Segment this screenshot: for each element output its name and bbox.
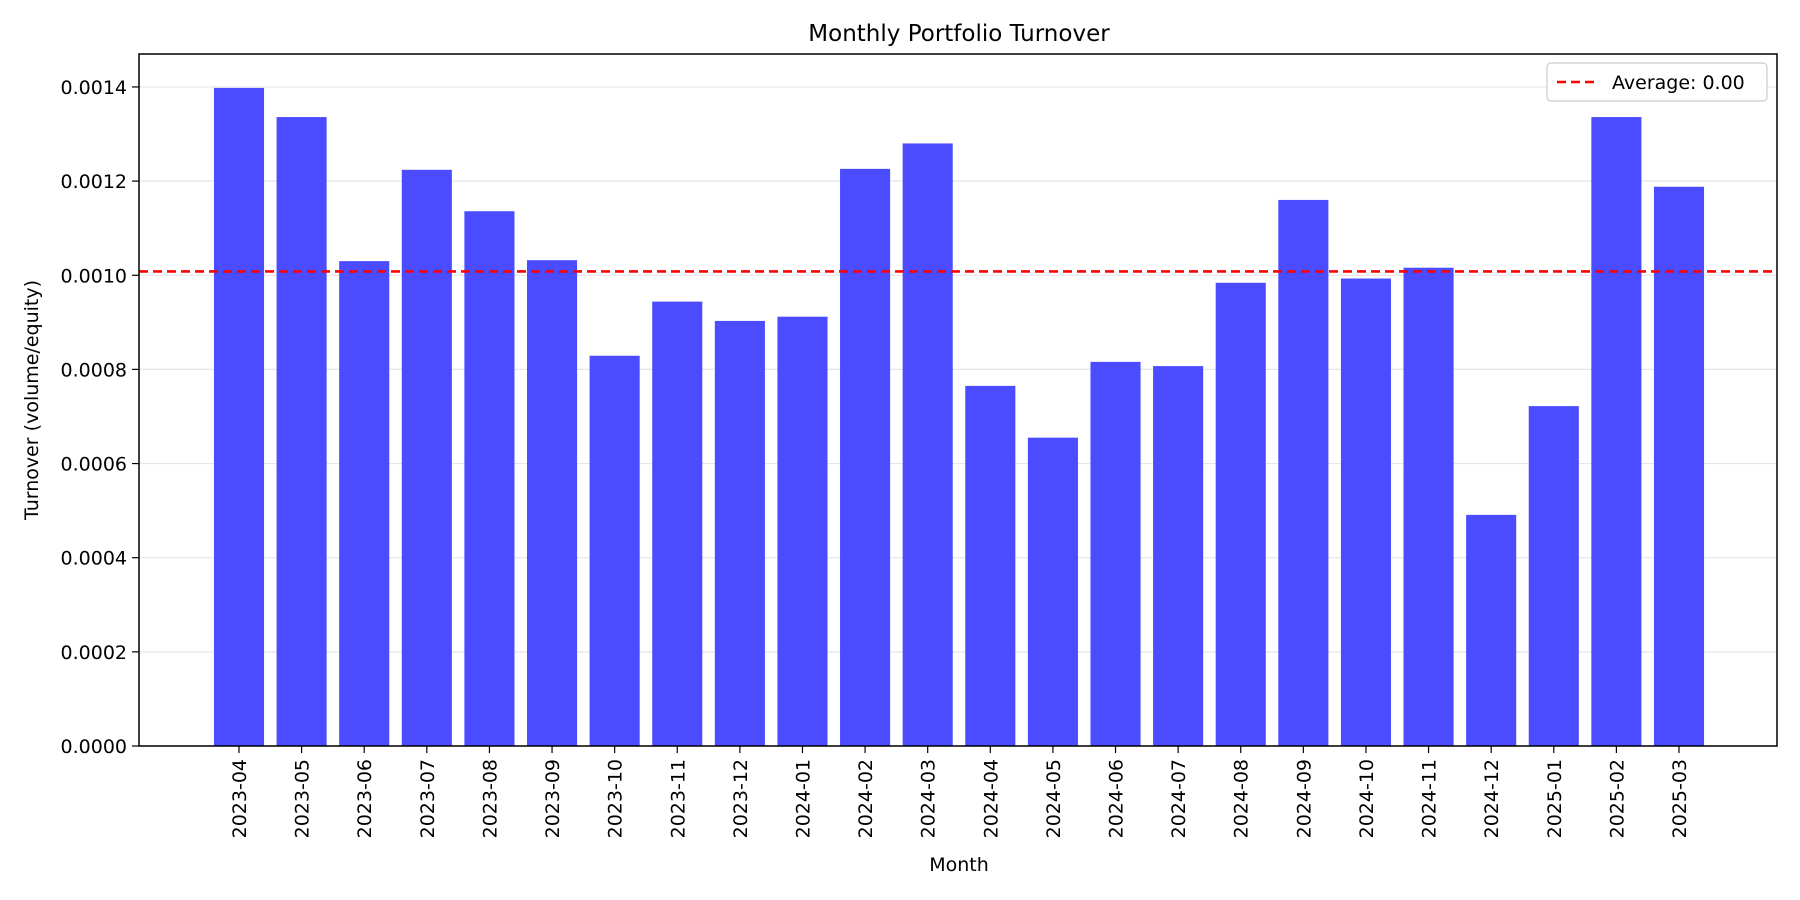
bar-2023-06 [339,261,390,746]
x-tick-label: 2024-11 [1419,759,1441,838]
x-tick-label: 2023-08 [479,759,501,838]
x-tick-label: 2024-03 [918,759,940,838]
y-axis-title: Turnover (volume/equity) [21,280,43,521]
y-tick-label: 0.0010 [61,265,127,287]
bar-2023-07 [401,169,452,746]
bar-2023-11 [652,301,703,746]
x-tick-label: 2024-01 [792,759,814,838]
x-axis-ticks: 2023-04 2023-05 2023-06 2023-07 2023-08 2023-… [229,746,1691,838]
y-axis-ticks: 0.0000 0.0002 0.0004 0.0006 0.0008 0.0010 0.00… [61,77,139,758]
bar-2024-12 [1466,514,1517,746]
x-tick-label: 2023-11 [667,759,689,838]
x-tick-label: 2023-05 [292,759,314,838]
y-tick-label: 0.0006 [61,454,127,476]
bar-2025-03 [1653,186,1705,746]
chart-title: Monthly Portfolio Turnover [808,21,1110,47]
x-tick-label: 2024-07 [1168,759,1190,838]
plot-frame [138,53,1778,747]
bar-2024-11 [1403,267,1454,746]
bar-2024-03 [902,143,953,747]
x-tick-label: 2023-06 [354,759,376,838]
bar-2024-07 [1153,366,1204,746]
x-tick-label: 2024-04 [980,759,1002,838]
bar-2024-04 [965,385,1016,746]
x-tick-label: 2024-06 [1106,759,1128,838]
x-tick-label: 2024-02 [855,759,877,838]
x-tick-label: 2023-04 [229,759,251,838]
bar-2025-02 [1591,117,1642,747]
x-tick-label: 2023-07 [417,759,439,838]
x-tick-label: 2024-09 [1293,759,1315,838]
x-tick-label: 2024-12 [1481,759,1503,838]
bar-2023-10 [589,355,640,746]
x-tick-label: 2023-09 [542,759,564,838]
bar-2023-08 [464,211,515,747]
x-tick-label: 2024-10 [1356,759,1378,838]
y-tick-label: 0.0000 [61,736,127,758]
bar-2025-01 [1528,406,1579,746]
x-tick-label: 2023-12 [730,759,752,838]
bar-2024-02 [840,168,891,747]
y-tick-label: 0.0004 [61,548,127,570]
y-tick-label: 0.0014 [61,77,127,99]
x-tick-label: 2025-02 [1606,759,1628,838]
bar-2023-12 [714,320,765,746]
bar-2024-10 [1340,278,1391,746]
bar-2024-06 [1090,361,1141,746]
bar-2024-08 [1215,282,1266,746]
legend-box [1546,62,1768,102]
x-axis-title: Month [929,854,989,876]
y-tick-label: 0.0002 [61,642,127,664]
bar-2024-05 [1027,437,1078,746]
bar-2023-09 [527,260,578,746]
bar-2023-04 [213,87,265,747]
legend-average-label: Average: 0.00 [1612,72,1745,94]
bar-2024-09 [1278,199,1329,746]
x-tick-label: 2024-08 [1231,759,1253,838]
x-tick-label: 2023-10 [605,759,627,838]
bars [213,87,1705,747]
bar-2024-01 [777,316,828,746]
x-tick-label: 2025-01 [1544,759,1566,838]
y-tick-label: 0.0012 [61,171,127,193]
x-tick-label: 2025-03 [1669,759,1691,838]
legend: Average: 0.00 [1546,62,1768,102]
y-tick-label: 0.0008 [61,359,127,381]
bar-2023-05 [276,117,327,747]
x-tick-label: 2024-05 [1043,759,1065,838]
